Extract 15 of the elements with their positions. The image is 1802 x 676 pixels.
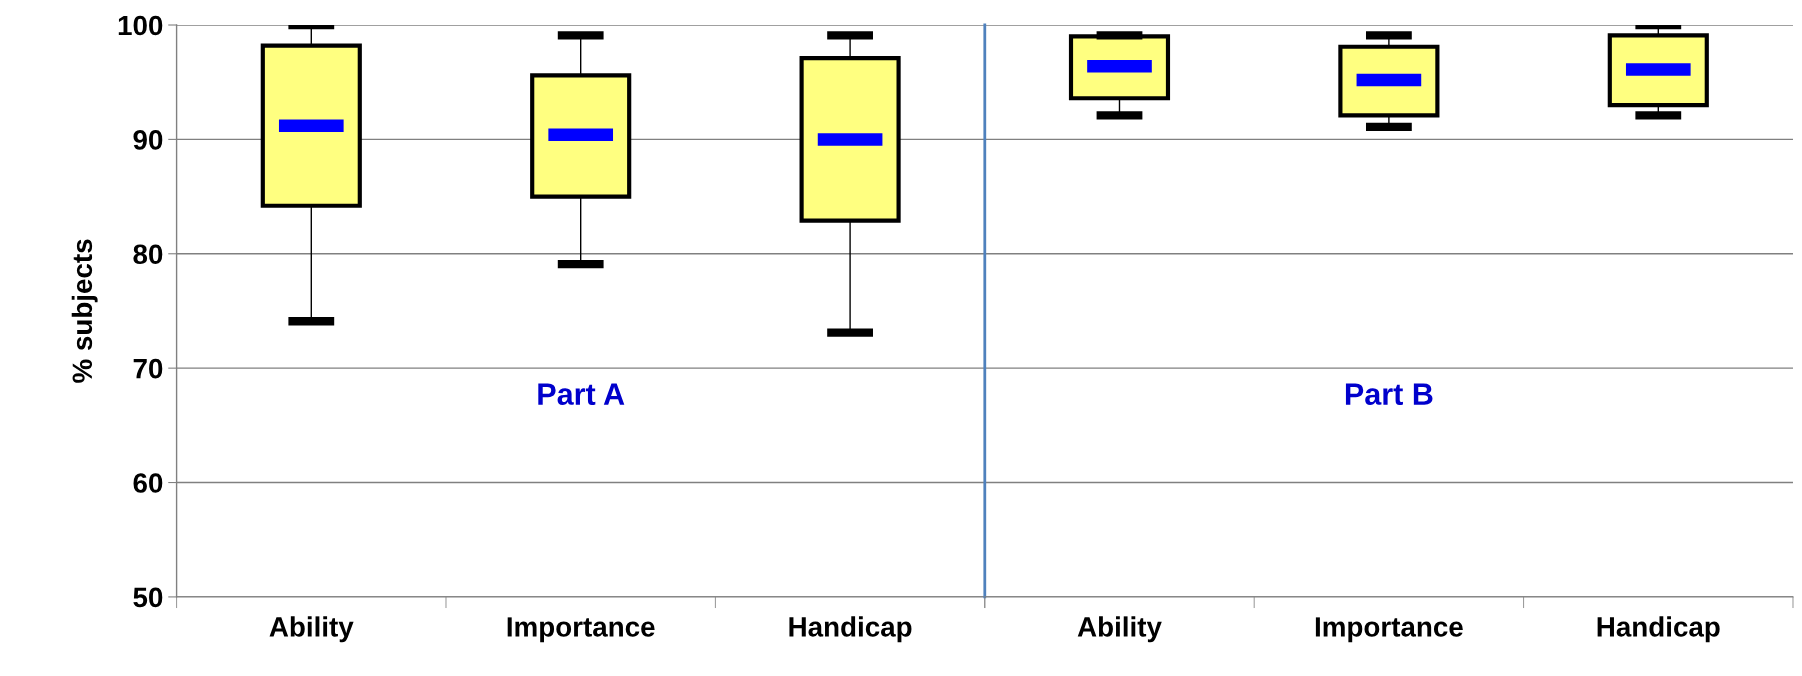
x-tick-label: Importance — [507, 617, 655, 643]
annotation: Part B — [1345, 383, 1433, 405]
y-axis-title: % subjects — [71, 239, 98, 383]
x-tick-label: Handicap — [789, 616, 912, 643]
x-tick-label: Ability — [1077, 616, 1162, 643]
x-tick-label: Ability — [269, 616, 354, 643]
y-tick-label: 60 — [133, 473, 163, 493]
y-tick-label: 90 — [133, 130, 163, 150]
y-tick-label: 80 — [133, 244, 163, 265]
annotation: Part A — [538, 383, 625, 405]
y-tick-label: 50 — [133, 587, 163, 608]
x-tick-label: Handicap — [1597, 616, 1720, 643]
y-tick-label: 100 — [118, 15, 163, 36]
x-tick-label: Importance — [1315, 617, 1463, 643]
y-tick-label: 70 — [133, 358, 163, 379]
